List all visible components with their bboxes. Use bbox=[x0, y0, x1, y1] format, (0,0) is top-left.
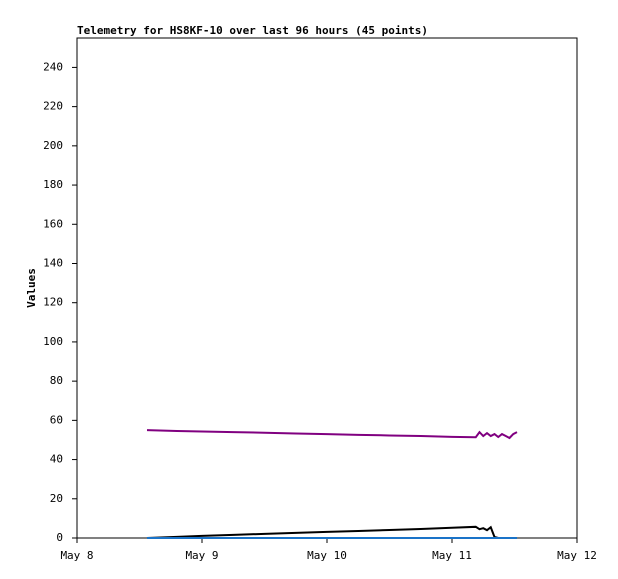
x-tick-label: May 10 bbox=[307, 549, 347, 562]
y-tick-label: 80 bbox=[50, 374, 63, 387]
plot-frame bbox=[76, 37, 578, 539]
y-tick-label: 200 bbox=[43, 139, 63, 152]
x-tick-label: May 11 bbox=[432, 549, 472, 562]
chart-title: Telemetry for HS8KF-10 over last 96 hour… bbox=[77, 24, 428, 37]
y-tick-label: 20 bbox=[50, 492, 63, 505]
y-tick-label: 240 bbox=[43, 60, 63, 73]
y-tick-label: 40 bbox=[50, 453, 63, 466]
y-tick-label: 60 bbox=[50, 413, 63, 426]
y-tick-label: 160 bbox=[43, 217, 63, 230]
y-tick-label: 180 bbox=[43, 178, 63, 191]
y-tick-label: 100 bbox=[43, 335, 63, 348]
x-tick-label: May 9 bbox=[185, 549, 218, 562]
y-tick-label: 120 bbox=[43, 296, 63, 309]
y-axis-label: Values bbox=[25, 268, 38, 308]
y-tick-label: 140 bbox=[43, 256, 63, 269]
series-line bbox=[146, 429, 518, 440]
x-tick-label: May 12 bbox=[557, 549, 597, 562]
x-tick-label: May 8 bbox=[60, 549, 93, 562]
y-tick-label: 220 bbox=[43, 100, 63, 113]
y-tick-label: 0 bbox=[56, 531, 63, 544]
series-line bbox=[146, 525, 517, 539]
